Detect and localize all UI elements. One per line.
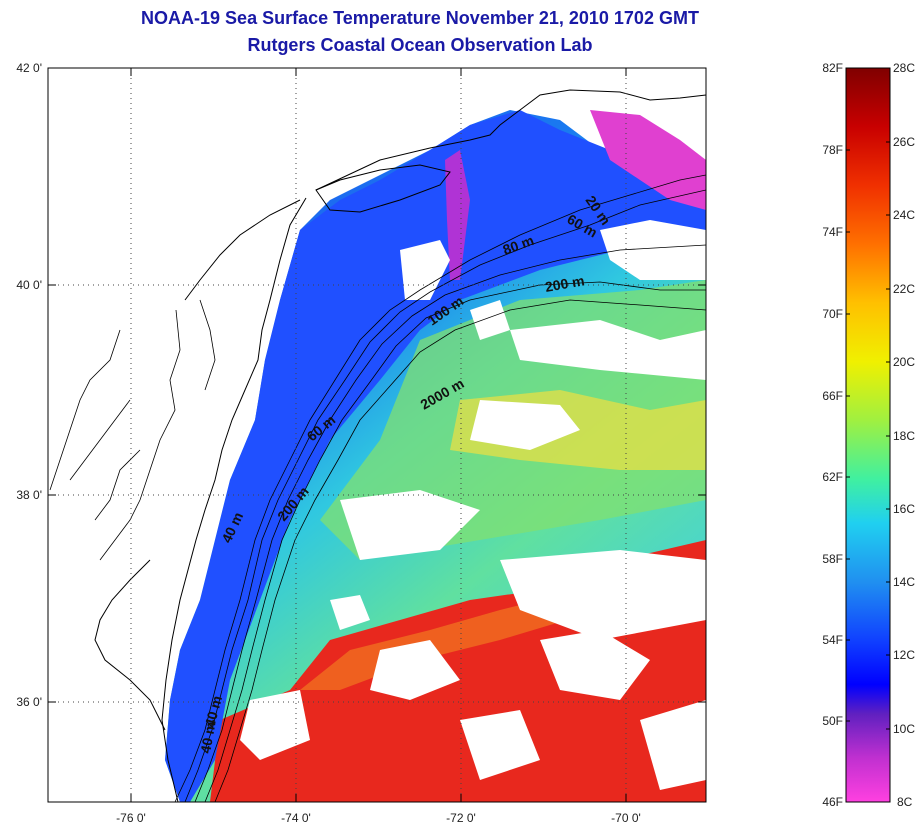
colorbar-c-label: 18C	[893, 429, 915, 443]
magenta-cold-patch	[445, 150, 470, 280]
colorbar-c-label: 28C	[893, 61, 915, 75]
inland-waterways	[49, 299, 216, 561]
contour-label: 200 m	[544, 272, 586, 295]
colorbar-f-label: 54F	[822, 633, 843, 647]
lat-tick-label: 42 0'	[16, 61, 42, 75]
colorbar-ticks-left	[846, 67, 850, 803]
colorbar-f-label: 78F	[822, 143, 843, 157]
lat-tick-label: 40 0'	[16, 278, 42, 292]
map-subtitle: Rutgers Coastal Ocean Observation Lab	[247, 35, 593, 55]
colorbar-f-label: 70F	[822, 307, 843, 321]
lon-tick-label: -74 0'	[281, 811, 311, 825]
map-title: NOAA-19 Sea Surface Temperature November…	[141, 8, 699, 28]
colorbar-ticks-right	[886, 67, 890, 803]
axis-ticks	[48, 67, 706, 802]
lat-tick-label: 38 0'	[16, 488, 42, 502]
lon-tick-label: -72 0'	[446, 811, 476, 825]
colorbar-f-label: 62F	[822, 470, 843, 484]
map-plot-area	[48, 68, 706, 802]
colorbar-c-label: 14C	[893, 575, 915, 589]
coastline	[94, 89, 706, 802]
magenta-cold-patch	[590, 110, 706, 210]
colorbar-f-label: 58F	[822, 552, 843, 566]
bathymetry-contours	[174, 174, 706, 802]
colorbar-c-label: 10C	[893, 722, 915, 736]
colorbar-c-label: 26C	[893, 135, 915, 149]
colorbar-c-label: 20C	[893, 355, 915, 369]
colorbar	[845, 67, 891, 803]
lon-tick-label: -70 0'	[611, 811, 641, 825]
lat-tick-label: 36 0'	[16, 695, 42, 709]
colorbar-c-label: 22C	[893, 282, 915, 296]
colorbar-c-label: 16C	[893, 502, 915, 516]
shelf-cold-water	[165, 110, 706, 802]
map-frame	[47, 67, 707, 803]
cloud-cover	[240, 220, 706, 790]
colorbar-f-label: 46F	[822, 795, 843, 809]
contour-label: 40 m	[201, 694, 225, 729]
colorbar-f-label: 82F	[822, 61, 843, 75]
lon-tick-label: -76 0'	[116, 811, 146, 825]
contour-label: 40 m	[197, 720, 218, 754]
colorbar-f-label: 50F	[822, 714, 843, 728]
colorbar-f-label: 74F	[822, 225, 843, 239]
colorbar-c-label: 12C	[893, 648, 915, 662]
colorbar-c-label: 24C	[893, 208, 915, 222]
colorbar-f-label: 66F	[822, 389, 843, 403]
colorbar-c-label: 8C	[897, 795, 913, 809]
